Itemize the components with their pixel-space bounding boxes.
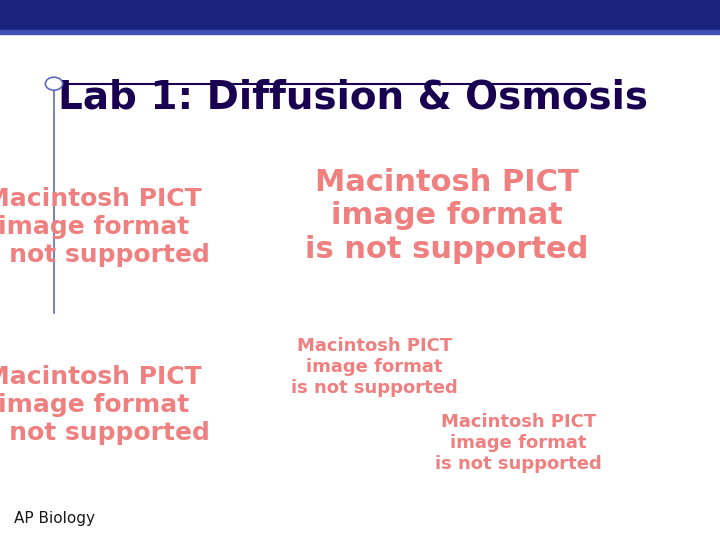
Bar — [0, 30, 720, 34]
Text: Macintosh PICT
image format
is not supported: Macintosh PICT image format is not suppo… — [0, 187, 210, 267]
Text: Macintosh PICT
image format
is not supported: Macintosh PICT image format is not suppo… — [435, 413, 602, 472]
Text: AP Biology: AP Biology — [14, 511, 95, 526]
Text: Macintosh PICT
image format
is not supported: Macintosh PICT image format is not suppo… — [291, 338, 458, 397]
Text: Lab 1: Diffusion & Osmosis: Lab 1: Diffusion & Osmosis — [58, 78, 647, 116]
Bar — [0, 0, 720, 30]
Text: Macintosh PICT
image format
is not supported: Macintosh PICT image format is not suppo… — [0, 365, 210, 445]
Text: Macintosh PICT
image format
is not supported: Macintosh PICT image format is not suppo… — [305, 168, 588, 264]
Circle shape — [45, 77, 63, 90]
